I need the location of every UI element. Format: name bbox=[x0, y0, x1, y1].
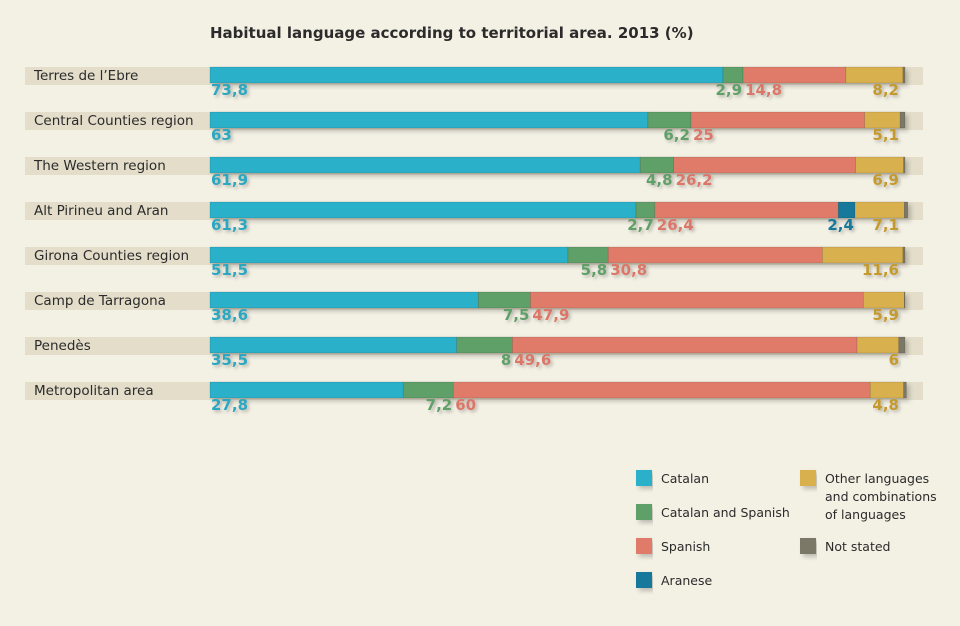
legend-swatch-other-languages-and-combinations-of-languages bbox=[800, 470, 816, 486]
value-label-other-languages-and-combinations-of-languages-the-western-region: 6,9 bbox=[872, 171, 899, 189]
legend-label-not-stated: Not stated bbox=[825, 539, 890, 554]
value-label-spanish-alt-pirineu-and-aran: 26,4 bbox=[657, 216, 694, 234]
legend-swatch-not-stated bbox=[800, 538, 816, 554]
value-label-catalan-and-spanish-camp-de-tarragona: 7,5 bbox=[503, 306, 530, 324]
bar-spanish-metropolitan-area bbox=[452, 381, 871, 399]
legend-item-spanish: Spanish bbox=[636, 538, 710, 554]
value-label-catalan-and-spanish-pened-s: 8 bbox=[501, 351, 511, 369]
bar-group-the-western-region bbox=[209, 156, 906, 174]
bar-catalan-camp-de-tarragona bbox=[209, 291, 479, 309]
bar-group-metropolitan-area bbox=[209, 381, 907, 399]
legend-swatch-catalan bbox=[636, 470, 652, 486]
value-label-other-languages-and-combinations-of-languages-alt-pirineu-and-aran: 7,1 bbox=[872, 216, 899, 234]
value-label-catalan-and-spanish-metropolitan-area: 7,2 bbox=[426, 396, 453, 414]
value-labels: 73,8 2,9 14,8 8,263 6,2 25 5,161,9 4,8 26,2 6,961… bbox=[211, 81, 899, 414]
bar-not-stated-the-western-region bbox=[903, 156, 906, 174]
bar-catalan-central-counties-region bbox=[209, 111, 649, 129]
legend-item-catalan-and-spanish: Catalan and Spanish bbox=[636, 504, 790, 520]
bar-group-central-counties-region bbox=[209, 111, 906, 129]
bar-group-terres-de-l-ebre bbox=[209, 66, 906, 84]
value-label-catalan-camp-de-tarragona: 38,6 bbox=[211, 306, 248, 324]
value-label-other-languages-and-combinations-of-languages-camp-de-tarragona: 5,9 bbox=[872, 306, 899, 324]
legend-swatch-catalan-and-spanish bbox=[636, 504, 652, 520]
value-label-spanish-the-western-region: 26,2 bbox=[676, 171, 713, 189]
stacked-bars bbox=[209, 66, 909, 399]
category-label-alt-pirineu-and-aran: Alt Pirineu and Aran bbox=[34, 203, 168, 219]
bar-group-girona-counties-region bbox=[209, 246, 906, 264]
value-label-spanish-central-counties-region: 25 bbox=[693, 126, 714, 144]
value-label-spanish-metropolitan-area: 60 bbox=[455, 396, 476, 414]
bar-group-pened-s bbox=[209, 336, 906, 354]
value-label-catalan-and-spanish-terres-de-l-ebre: 2,9 bbox=[715, 81, 742, 99]
legend-label-spanish: Spanish bbox=[661, 539, 710, 554]
category-label-central-counties-region: Central Counties region bbox=[34, 113, 194, 129]
bar-not-stated-alt-pirineu-and-aran bbox=[904, 201, 909, 219]
value-label-other-languages-and-combinations-of-languages-metropolitan-area: 4,8 bbox=[872, 396, 899, 414]
value-label-catalan-central-counties-region: 63 bbox=[211, 126, 232, 144]
chart-title: Habitual language according to territori… bbox=[210, 24, 694, 42]
value-label-other-languages-and-combinations-of-languages-central-counties-region: 5,1 bbox=[872, 126, 899, 144]
category-label-metropolitan-area: Metropolitan area bbox=[34, 383, 154, 399]
legend-item-other-languages-and-combinations-of-languages: Other languages and combinations of langua… bbox=[800, 470, 937, 522]
category-label-pened-s: Penedès bbox=[34, 338, 91, 354]
bar-catalan-terres-de-l-ebre bbox=[209, 66, 724, 84]
legend-label-catalan: Catalan bbox=[661, 471, 709, 486]
value-label-catalan-girona-counties-region: 51,5 bbox=[211, 261, 248, 279]
category-label-terres-de-l-ebre: Terres de l’Ebre bbox=[33, 68, 138, 84]
bar-not-stated-central-counties-region bbox=[899, 111, 906, 129]
bar-spanish-central-counties-region bbox=[690, 111, 865, 129]
bar-spanish-camp-de-tarragona bbox=[530, 291, 864, 309]
value-label-other-languages-and-combinations-of-languages-pened-s: 6 bbox=[889, 351, 899, 369]
value-label-catalan-alt-pirineu-and-aran: 61,3 bbox=[211, 216, 248, 234]
value-label-catalan-and-spanish-central-counties-region: 6,2 bbox=[663, 126, 690, 144]
value-label-catalan-metropolitan-area: 27,8 bbox=[211, 396, 248, 414]
value-label-spanish-terres-de-l-ebre: 14,8 bbox=[745, 81, 782, 99]
legend-item-catalan: Catalan bbox=[636, 470, 709, 486]
bar-not-stated-pened-s bbox=[898, 336, 906, 354]
value-label-other-languages-and-combinations-of-languages-girona-counties-region: 11,6 bbox=[862, 261, 899, 279]
value-label-catalan-and-spanish-the-western-region: 4,8 bbox=[646, 171, 673, 189]
value-label-catalan-and-spanish-alt-pirineu-and-aran: 2,7 bbox=[627, 216, 654, 234]
bar-group-alt-pirineu-and-aran bbox=[209, 201, 909, 219]
category-label-camp-de-tarragona: Camp de Tarragona bbox=[34, 293, 166, 309]
legend-label-catalan-and-spanish: Catalan and Spanish bbox=[661, 505, 790, 520]
bar-not-stated-metropolitan-area bbox=[903, 381, 907, 399]
legend-swatch-spanish bbox=[636, 538, 652, 554]
category-label-girona-counties-region: Girona Counties region bbox=[34, 248, 189, 264]
value-label-spanish-girona-counties-region: 30,8 bbox=[610, 261, 647, 279]
legend-label-other-languages-and-combinations-of-languages-line-2: and combinations bbox=[825, 489, 937, 504]
value-label-aranese-alt-pirineu-and-aran: 2,4 bbox=[827, 216, 854, 234]
legend-label-aranese: Aranese bbox=[661, 573, 712, 588]
bar-catalan-the-western-region bbox=[209, 156, 641, 174]
value-label-other-languages-and-combinations-of-languages-terres-de-l-ebre: 8,2 bbox=[872, 81, 899, 99]
category-label-the-western-region: The Western region bbox=[33, 158, 166, 174]
value-label-spanish-camp-de-tarragona: 47,9 bbox=[532, 306, 569, 324]
bar-catalan-alt-pirineu-and-aran bbox=[209, 201, 637, 219]
legend-item-not-stated: Not stated bbox=[800, 538, 890, 554]
legend-item-aranese: Aranese bbox=[636, 572, 712, 588]
bar-not-stated-girona-counties-region bbox=[902, 246, 906, 264]
bar-not-stated-camp-de-tarragona bbox=[904, 291, 906, 309]
bar-not-stated-terres-de-l-ebre bbox=[902, 66, 906, 84]
value-label-catalan-pened-s: 35,5 bbox=[211, 351, 248, 369]
value-label-catalan-the-western-region: 61,9 bbox=[211, 171, 248, 189]
bar-spanish-pened-s bbox=[512, 336, 858, 354]
value-label-catalan-and-spanish-girona-counties-region: 5,8 bbox=[581, 261, 608, 279]
legend-label-other-languages-and-combinations-of-languages-line-1: Other languages bbox=[825, 471, 929, 486]
legend-label-other-languages-and-combinations-of-languages-line-3: of languages bbox=[825, 507, 906, 522]
value-label-catalan-terres-de-l-ebre: 73,8 bbox=[211, 81, 248, 99]
bar-catalan-girona-counties-region bbox=[209, 246, 569, 264]
legend: Catalan Catalan and Spanish Spanish Aranese… bbox=[636, 470, 937, 588]
value-label-spanish-pened-s: 49,6 bbox=[514, 351, 551, 369]
bar-group-camp-de-tarragona bbox=[209, 291, 906, 309]
legend-swatch-aranese bbox=[636, 572, 652, 588]
